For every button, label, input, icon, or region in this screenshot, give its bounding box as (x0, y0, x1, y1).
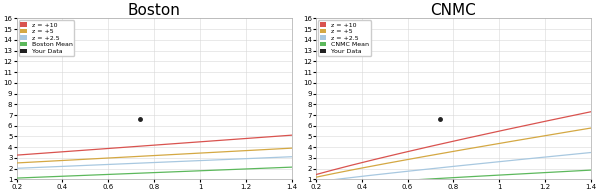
Title: CNMC: CNMC (431, 3, 476, 19)
Legend: z = +10, z = +5, z = +2.5, CNMC Mean, Your Data: z = +10, z = +5, z = +2.5, CNMC Mean, Yo… (318, 20, 371, 56)
Title: Boston: Boston (128, 3, 181, 19)
Legend: z = +10, z = +5, z = +2.5, Boston Mean, Your Data: z = +10, z = +5, z = +2.5, Boston Mean, … (19, 20, 74, 56)
